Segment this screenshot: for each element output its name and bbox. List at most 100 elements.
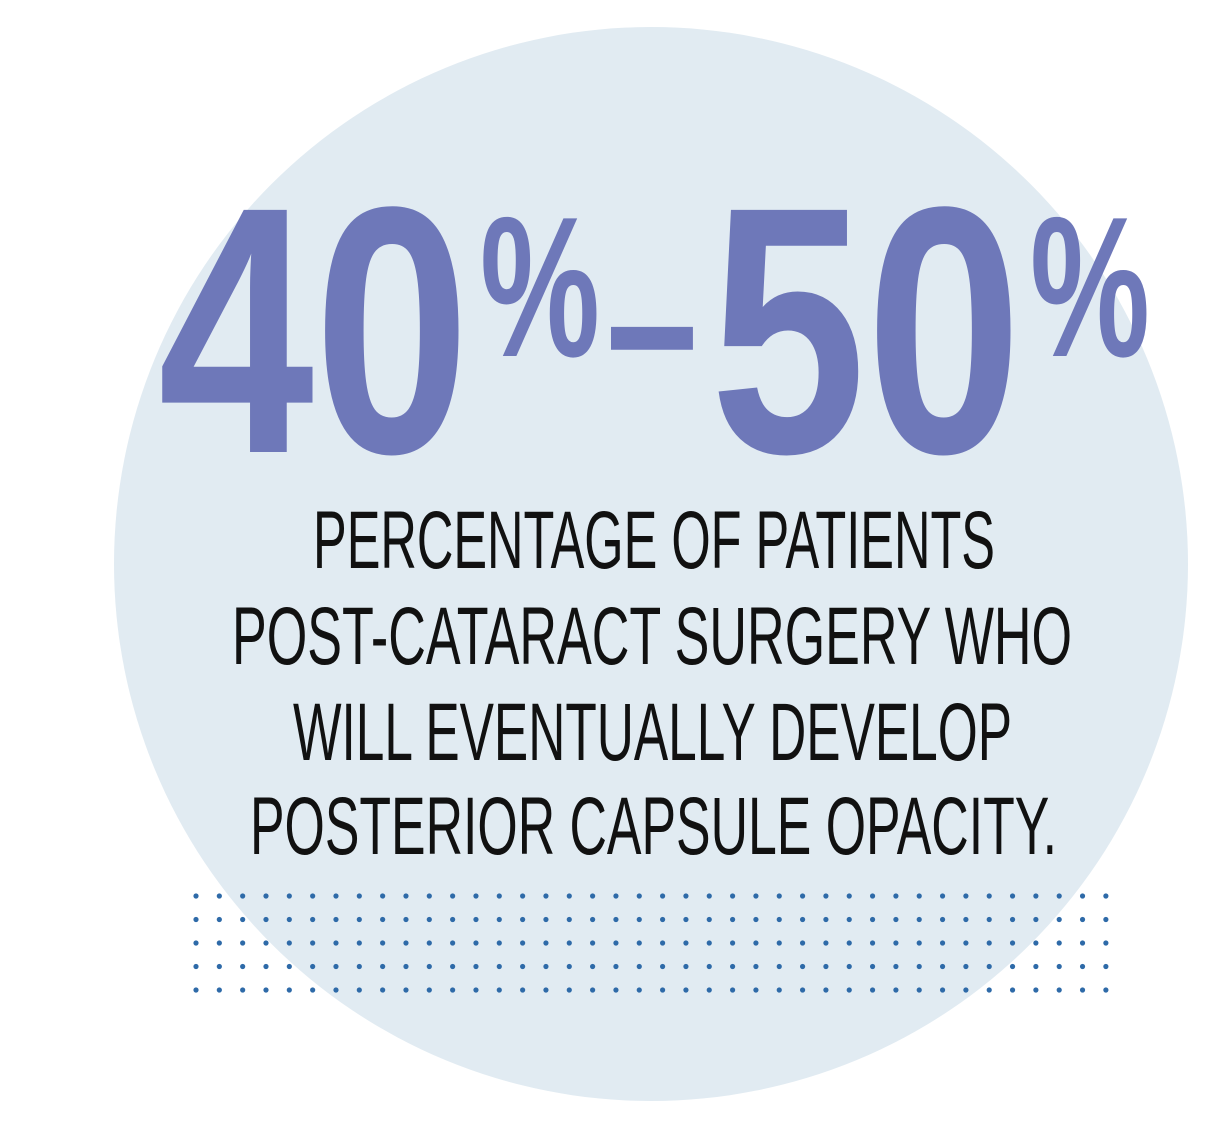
dot: [613, 893, 619, 899]
description-line: PERCENTAGE OF PATIENTS: [313, 495, 995, 586]
dot: [613, 940, 619, 946]
dot: [240, 916, 246, 923]
dot: [706, 916, 712, 923]
dot: [1033, 893, 1039, 899]
dot: [426, 963, 432, 970]
dot: [240, 893, 246, 899]
dot: [963, 940, 969, 946]
dot: [590, 987, 596, 993]
dot: [893, 893, 899, 899]
dot: [683, 940, 689, 946]
dot: [566, 987, 572, 993]
dot: [869, 940, 876, 946]
dot: [846, 940, 852, 946]
dot: [1009, 940, 1016, 946]
dot: [869, 916, 876, 923]
dot: [543, 940, 549, 946]
dot: [613, 916, 619, 923]
dot: [776, 987, 782, 993]
dot: [1103, 916, 1109, 923]
dot: [729, 916, 736, 923]
dot: [683, 893, 689, 899]
dot: [240, 987, 246, 993]
dot: [660, 893, 666, 899]
dot: [660, 987, 666, 993]
dot: [286, 987, 292, 993]
dot: [473, 940, 479, 946]
dot: [216, 987, 222, 993]
dot: [286, 893, 292, 899]
dot: [963, 893, 969, 899]
dot: [450, 963, 456, 970]
dot: [799, 916, 806, 923]
dot: [706, 893, 712, 899]
dot: [963, 987, 969, 993]
dot: [916, 987, 922, 993]
dot: [706, 963, 712, 970]
dot: [263, 916, 269, 923]
description-line: WILL EVENTUALLY DEVELOP: [293, 687, 1012, 778]
dot: [450, 940, 456, 946]
dot: [636, 987, 642, 993]
dot: [729, 893, 736, 899]
dot: [1079, 940, 1086, 946]
dot: [473, 963, 479, 970]
dot: [356, 963, 362, 970]
dot: [660, 940, 666, 946]
dot: [636, 940, 642, 946]
dot: [916, 963, 922, 970]
dot: [380, 963, 386, 970]
dot: [496, 987, 502, 993]
dot: [403, 916, 409, 923]
dot: [776, 940, 782, 946]
stat-unit: %: [480, 176, 600, 399]
dot: [216, 963, 222, 970]
dot: [403, 940, 409, 946]
dot: [1009, 916, 1016, 923]
dot: [1056, 940, 1062, 946]
dot: [1079, 963, 1086, 970]
dot: [963, 963, 969, 970]
dot: [823, 963, 829, 970]
dot: [939, 987, 946, 993]
dot: [729, 963, 736, 970]
dot: [916, 893, 922, 899]
dot: [310, 940, 316, 946]
dot-pattern: [193, 893, 1109, 993]
dot: [986, 963, 992, 970]
dot: [426, 940, 432, 946]
dot: [590, 940, 596, 946]
stat-high: 50: [710, 133, 1022, 527]
dot: [403, 893, 409, 899]
dot: [520, 893, 526, 899]
dot: [263, 940, 269, 946]
dot: [683, 916, 689, 923]
dot: [869, 893, 876, 899]
dot: [380, 916, 386, 923]
dot: [566, 940, 572, 946]
dot: [823, 987, 829, 993]
dot: [1056, 916, 1062, 923]
dot: [193, 893, 199, 899]
dot: [310, 963, 316, 970]
dot: [543, 916, 549, 923]
dot: [356, 940, 362, 946]
dot: [520, 916, 526, 923]
dot: [893, 940, 899, 946]
dot: [1033, 987, 1039, 993]
dot: [846, 987, 852, 993]
dot: [963, 916, 969, 923]
dot: [450, 893, 456, 899]
dot: [310, 987, 316, 993]
dot: [1103, 893, 1109, 899]
dot: [1033, 940, 1039, 946]
dot: [286, 963, 292, 970]
dot: [1079, 893, 1086, 899]
description-line: POST-CATARACT SURGERY WHO: [232, 591, 1072, 682]
dot: [869, 987, 876, 993]
dot: [1056, 987, 1062, 993]
dot: [496, 916, 502, 923]
dot: [426, 987, 432, 993]
dot: [496, 893, 502, 899]
